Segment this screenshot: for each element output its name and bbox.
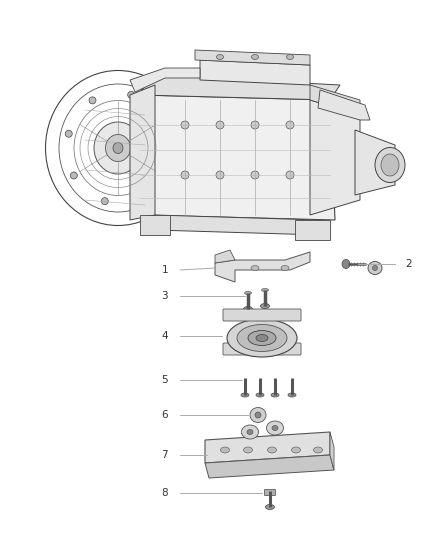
Ellipse shape bbox=[261, 288, 268, 292]
Polygon shape bbox=[310, 100, 360, 215]
Ellipse shape bbox=[251, 171, 259, 179]
FancyBboxPatch shape bbox=[223, 343, 301, 355]
Text: 8: 8 bbox=[161, 488, 168, 498]
Polygon shape bbox=[140, 95, 335, 220]
Ellipse shape bbox=[251, 121, 259, 129]
Polygon shape bbox=[318, 90, 370, 120]
Polygon shape bbox=[155, 215, 320, 235]
Polygon shape bbox=[310, 85, 360, 115]
Ellipse shape bbox=[248, 330, 276, 345]
Ellipse shape bbox=[216, 54, 223, 60]
Ellipse shape bbox=[89, 97, 96, 104]
Ellipse shape bbox=[281, 265, 289, 271]
Ellipse shape bbox=[159, 117, 166, 124]
Ellipse shape bbox=[140, 192, 147, 199]
Polygon shape bbox=[130, 85, 155, 220]
Ellipse shape bbox=[241, 393, 249, 397]
Ellipse shape bbox=[255, 412, 261, 418]
Ellipse shape bbox=[251, 54, 258, 60]
Polygon shape bbox=[215, 252, 310, 282]
Ellipse shape bbox=[375, 148, 405, 182]
Ellipse shape bbox=[244, 306, 252, 311]
Text: 6: 6 bbox=[161, 410, 168, 420]
Ellipse shape bbox=[265, 505, 275, 510]
Ellipse shape bbox=[286, 171, 294, 179]
Ellipse shape bbox=[241, 425, 258, 439]
Text: 3: 3 bbox=[161, 291, 168, 301]
Ellipse shape bbox=[106, 134, 131, 161]
Ellipse shape bbox=[237, 325, 287, 351]
Polygon shape bbox=[195, 50, 310, 65]
Text: 1: 1 bbox=[161, 265, 168, 275]
Polygon shape bbox=[130, 68, 200, 92]
Ellipse shape bbox=[244, 447, 252, 453]
Ellipse shape bbox=[227, 319, 297, 357]
Ellipse shape bbox=[268, 447, 276, 453]
Ellipse shape bbox=[220, 447, 230, 453]
Polygon shape bbox=[215, 250, 235, 263]
Ellipse shape bbox=[372, 265, 378, 271]
Ellipse shape bbox=[286, 121, 294, 129]
Ellipse shape bbox=[271, 393, 279, 397]
Polygon shape bbox=[200, 60, 310, 85]
Ellipse shape bbox=[216, 121, 224, 129]
Ellipse shape bbox=[216, 171, 224, 179]
Ellipse shape bbox=[94, 122, 142, 174]
Ellipse shape bbox=[266, 421, 283, 435]
Ellipse shape bbox=[342, 260, 350, 269]
Polygon shape bbox=[140, 75, 340, 100]
Text: 7: 7 bbox=[161, 450, 168, 460]
Ellipse shape bbox=[181, 121, 189, 129]
Polygon shape bbox=[205, 432, 330, 463]
Ellipse shape bbox=[256, 335, 268, 342]
Ellipse shape bbox=[244, 292, 251, 295]
Text: 4: 4 bbox=[161, 331, 168, 341]
Ellipse shape bbox=[181, 171, 189, 179]
Text: 5: 5 bbox=[161, 375, 168, 385]
Ellipse shape bbox=[381, 154, 399, 176]
Text: 2: 2 bbox=[405, 259, 412, 269]
FancyBboxPatch shape bbox=[265, 489, 276, 496]
Ellipse shape bbox=[286, 54, 293, 60]
Polygon shape bbox=[355, 130, 395, 195]
Ellipse shape bbox=[261, 303, 269, 309]
Ellipse shape bbox=[71, 172, 78, 179]
Ellipse shape bbox=[256, 393, 264, 397]
Ellipse shape bbox=[128, 91, 135, 99]
Ellipse shape bbox=[292, 447, 300, 453]
Ellipse shape bbox=[113, 142, 123, 154]
Ellipse shape bbox=[368, 262, 382, 274]
Polygon shape bbox=[205, 455, 334, 478]
Ellipse shape bbox=[250, 408, 266, 423]
Ellipse shape bbox=[288, 393, 296, 397]
Polygon shape bbox=[295, 220, 330, 240]
Ellipse shape bbox=[65, 130, 72, 138]
Ellipse shape bbox=[101, 198, 108, 205]
Ellipse shape bbox=[314, 447, 322, 453]
Polygon shape bbox=[330, 432, 334, 470]
Ellipse shape bbox=[247, 430, 253, 434]
Ellipse shape bbox=[164, 159, 171, 166]
Ellipse shape bbox=[272, 425, 278, 431]
Ellipse shape bbox=[251, 265, 259, 271]
FancyBboxPatch shape bbox=[223, 309, 301, 321]
Polygon shape bbox=[140, 215, 170, 235]
